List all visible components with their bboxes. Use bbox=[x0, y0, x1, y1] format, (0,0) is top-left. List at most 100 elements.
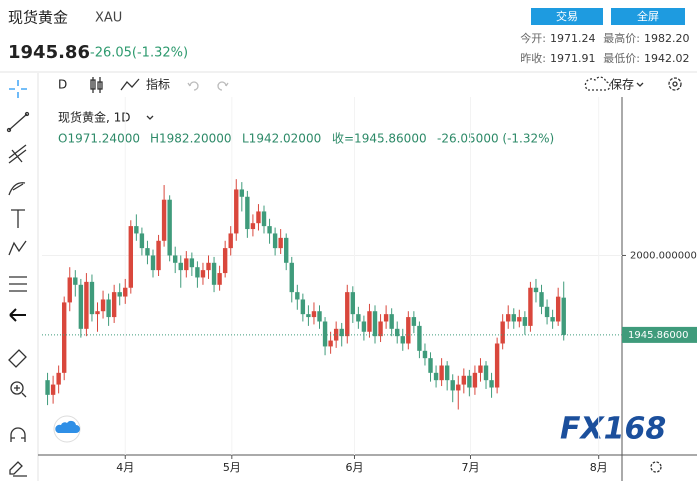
candle-body bbox=[250, 223, 256, 230]
candle-body bbox=[517, 317, 522, 322]
drawing-tools[interactable] bbox=[6, 80, 30, 477]
candle-body bbox=[311, 311, 317, 318]
candle-body bbox=[211, 262, 217, 285]
candle-body bbox=[422, 350, 428, 359]
settings-button-center bbox=[672, 81, 678, 87]
quote-value: 1971.24 bbox=[550, 32, 596, 45]
candle-body bbox=[361, 321, 367, 332]
quote-value: 1971.91 bbox=[550, 52, 596, 65]
candle-body bbox=[272, 233, 278, 249]
candle-body bbox=[483, 365, 489, 381]
candle-body bbox=[106, 299, 111, 318]
legend-close: 收=1945.86000 bbox=[332, 132, 427, 146]
candle-body bbox=[50, 384, 56, 395]
candle-body bbox=[500, 321, 505, 344]
last-price-box bbox=[622, 326, 697, 343]
candle-body bbox=[189, 258, 195, 268]
candle-body bbox=[134, 226, 139, 234]
chart-type-button[interactable] bbox=[90, 77, 103, 93]
candle-body bbox=[228, 233, 233, 249]
x-tick-label: 8月 bbox=[590, 461, 608, 474]
candle-body bbox=[222, 248, 228, 274]
candle-body bbox=[506, 314, 511, 322]
candle-body bbox=[528, 287, 533, 326]
candle-body bbox=[89, 281, 95, 315]
candle-body bbox=[295, 292, 300, 300]
save-button[interactable]: 保存 bbox=[610, 78, 634, 92]
candle-body bbox=[95, 311, 100, 315]
candle-body bbox=[267, 226, 272, 234]
x-tick-label: 4月 bbox=[116, 461, 134, 474]
candle-body bbox=[472, 372, 478, 388]
candle-body bbox=[284, 237, 289, 263]
candle-body bbox=[533, 287, 539, 293]
candle-body bbox=[261, 211, 267, 227]
candle-body bbox=[62, 302, 67, 373]
legend-low: L1942.02000 bbox=[242, 132, 321, 146]
candle-body bbox=[395, 328, 400, 337]
fullscreen-button-label[interactable]: 全屏 bbox=[637, 9, 659, 23]
candle-body bbox=[450, 380, 455, 391]
trade-button[interactable] bbox=[531, 8, 603, 25]
candle-body bbox=[367, 311, 372, 332]
candle-body bbox=[111, 292, 117, 318]
quote-label: 最低价: bbox=[603, 52, 640, 65]
candle-body bbox=[417, 325, 422, 351]
candle-body bbox=[245, 196, 250, 230]
candle-body bbox=[389, 314, 394, 329]
candle-body bbox=[478, 365, 483, 373]
candle-body bbox=[78, 284, 84, 329]
candle-body bbox=[555, 296, 561, 322]
fullscreen-button[interactable] bbox=[611, 8, 685, 25]
save-dropdown[interactable] bbox=[636, 82, 644, 87]
candle-body bbox=[411, 317, 417, 326]
candle-body bbox=[206, 262, 211, 271]
axis-settings[interactable] bbox=[650, 461, 662, 473]
candle-body bbox=[195, 267, 200, 278]
candle-body bbox=[278, 237, 283, 249]
indicators-button[interactable]: 指标 bbox=[146, 77, 170, 92]
candle-body bbox=[461, 375, 467, 385]
candle-body bbox=[178, 262, 183, 271]
last-price: 1945.86 bbox=[8, 42, 90, 63]
legend-open: O1971.24000 bbox=[58, 132, 140, 146]
candle-body bbox=[433, 372, 439, 381]
candle-body bbox=[522, 317, 528, 326]
candle-body bbox=[239, 189, 245, 197]
legend-dropdown[interactable] bbox=[146, 115, 154, 120]
candle-body bbox=[73, 277, 78, 285]
candle-body bbox=[439, 365, 444, 381]
candle-body bbox=[45, 380, 50, 395]
candle-body bbox=[372, 311, 378, 337]
y-tick-label: 2000.000000 bbox=[630, 250, 697, 261]
candle-body bbox=[322, 321, 328, 347]
candle-body bbox=[200, 270, 206, 278]
undo-redo[interactable] bbox=[187, 81, 229, 91]
legend-title: 现货黄金, 1D bbox=[58, 110, 131, 125]
candle-body bbox=[167, 199, 172, 256]
candle-body bbox=[161, 199, 167, 241]
candle-body bbox=[467, 375, 472, 388]
candle-body bbox=[328, 340, 333, 347]
tv-logo[interactable] bbox=[53, 415, 81, 443]
candle-body bbox=[356, 314, 361, 322]
instrument-name: 现货黄金 bbox=[8, 9, 68, 27]
settings-button[interactable] bbox=[668, 77, 682, 91]
candle-body bbox=[184, 258, 189, 271]
instrument-symbol: XAU bbox=[95, 11, 122, 26]
candle-body bbox=[350, 292, 356, 315]
candle-body bbox=[444, 365, 450, 381]
indicators-icon[interactable] bbox=[120, 78, 140, 91]
candle-body bbox=[150, 255, 156, 271]
quote-label: 今开: bbox=[520, 31, 546, 45]
candle-body bbox=[544, 306, 550, 318]
candle-body bbox=[494, 343, 500, 388]
candle-body bbox=[100, 299, 106, 312]
quote-label: 最高价: bbox=[603, 31, 640, 45]
trade-button-label[interactable]: 交易 bbox=[556, 9, 578, 23]
interval-button[interactable]: D bbox=[58, 78, 67, 92]
candle-body bbox=[256, 211, 261, 224]
last-price-label: 1945.86000 bbox=[628, 330, 688, 341]
